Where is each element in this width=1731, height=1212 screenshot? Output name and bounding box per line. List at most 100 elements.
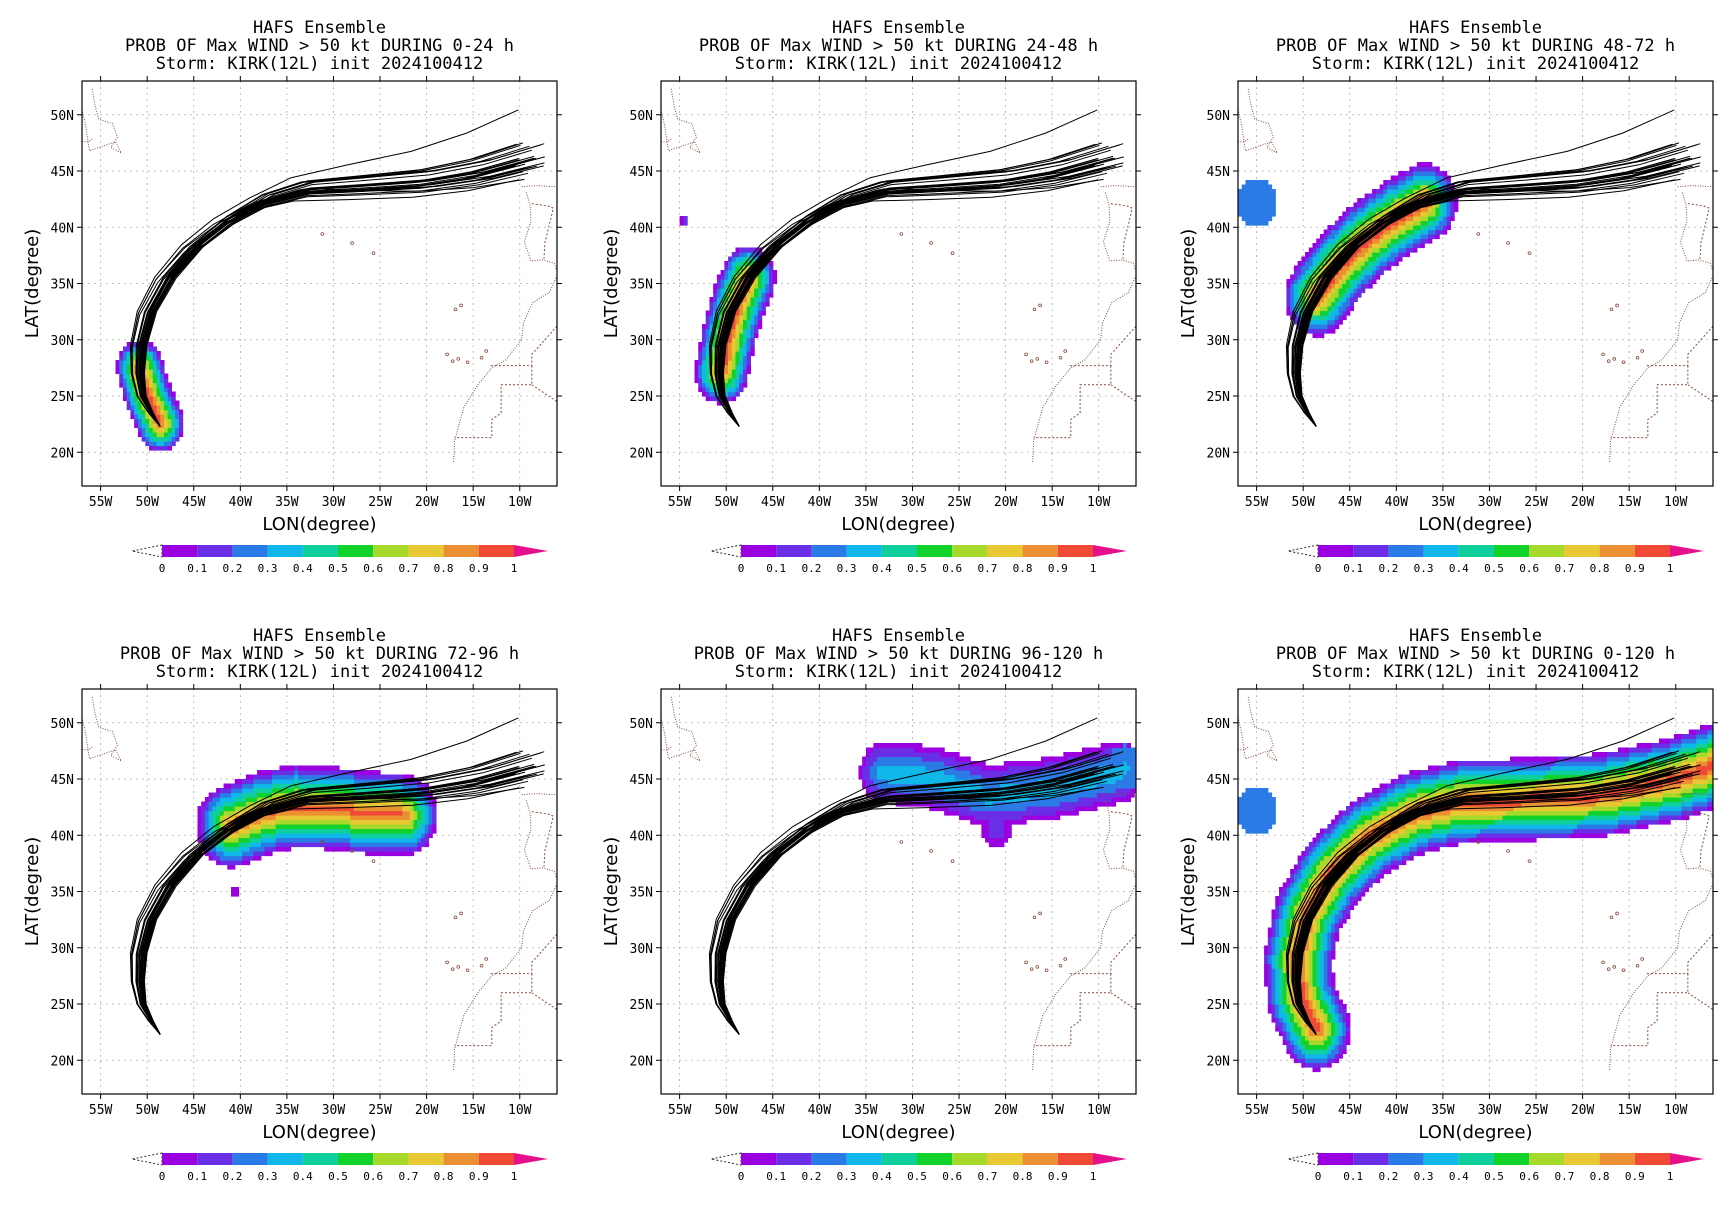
probability-cell xyxy=(227,851,232,857)
probability-cell xyxy=(253,779,258,785)
probability-cell xyxy=(728,270,733,276)
probability-cell xyxy=(242,788,247,794)
probability-cell xyxy=(231,801,236,807)
ensemble-track xyxy=(710,162,1124,427)
colorbar-under-arrow xyxy=(710,1152,742,1166)
y-tick-label: 30N xyxy=(630,942,653,957)
probability-cell xyxy=(1442,211,1448,217)
probability-cell xyxy=(724,355,729,361)
probability-cell xyxy=(1342,301,1347,307)
probability-cell xyxy=(992,774,997,780)
probability-cell xyxy=(765,283,770,289)
probability-cell xyxy=(1290,1022,1295,1028)
probability-cell xyxy=(918,774,923,780)
probability-cell xyxy=(977,770,982,776)
probability-cell xyxy=(1278,981,1284,987)
probability-cell xyxy=(713,297,718,303)
probability-cell xyxy=(701,351,707,357)
probability-cell xyxy=(301,824,307,830)
probability-cell xyxy=(873,747,878,753)
probability-cell xyxy=(387,819,392,825)
probability-cell xyxy=(1286,1035,1291,1041)
probability-cell xyxy=(272,833,277,839)
probability-cell xyxy=(1446,184,1451,190)
probability-cell xyxy=(1278,932,1284,938)
probability-cell xyxy=(268,770,273,776)
probability-cell xyxy=(1323,234,1329,240)
probability-cell xyxy=(899,765,904,771)
probability-cell xyxy=(1342,288,1347,294)
probability-cell xyxy=(394,828,400,834)
probability-cell xyxy=(1275,963,1280,969)
probability-cell xyxy=(1390,175,1396,181)
probability-cell xyxy=(1428,229,1433,235)
probability-cell xyxy=(376,842,381,848)
probability-cell xyxy=(865,770,871,776)
probability-cell xyxy=(873,756,878,762)
colorbar-segment xyxy=(162,545,198,557)
probability-cell xyxy=(1033,765,1038,771)
probability-cell xyxy=(873,770,878,776)
probability-cell xyxy=(1070,761,1076,767)
probability-cell xyxy=(1081,783,1087,789)
probability-cell xyxy=(750,301,755,307)
probability-cell xyxy=(156,387,161,393)
probability-cell xyxy=(249,792,254,798)
probability-cell xyxy=(163,432,169,438)
colorbar-tick-label: 0 xyxy=(159,562,166,575)
probability-cell xyxy=(728,256,733,262)
probability-cell xyxy=(1331,234,1336,240)
probability-cell xyxy=(413,837,418,843)
probability-cell xyxy=(413,819,418,825)
probability-cell xyxy=(1338,283,1343,289)
probability-cell xyxy=(126,378,132,384)
probability-cell xyxy=(1409,198,1414,204)
probability-cell xyxy=(996,842,1001,848)
probability-cell xyxy=(1085,765,1091,771)
probability-cell xyxy=(981,833,986,839)
probability-cell xyxy=(160,373,165,379)
probability-cell xyxy=(1026,815,1031,821)
probability-cell xyxy=(1338,319,1343,325)
probability-cell xyxy=(1424,184,1429,190)
probability-cell xyxy=(383,846,389,852)
probability-cell xyxy=(1044,774,1050,780)
probability-cell xyxy=(1037,806,1042,812)
probability-cell xyxy=(428,824,433,830)
probability-cell xyxy=(1420,162,1425,168)
probability-cell xyxy=(368,815,374,821)
probability-cell xyxy=(1334,297,1340,303)
probability-cell xyxy=(1271,990,1276,996)
probability-cell xyxy=(1256,801,1261,807)
probability-cell xyxy=(1346,207,1351,213)
probability-cell xyxy=(324,765,329,771)
probability-cell xyxy=(724,270,729,276)
probability-cell xyxy=(1312,261,1317,267)
probability-cell xyxy=(1301,301,1306,307)
probability-cell xyxy=(925,761,930,767)
probability-cell xyxy=(1130,774,1135,780)
probability-cell xyxy=(372,806,377,812)
probability-cell xyxy=(163,423,169,429)
probability-cell xyxy=(223,842,228,848)
probability-cell xyxy=(1122,747,1128,753)
probability-cell xyxy=(906,770,912,776)
probability-cell xyxy=(903,765,908,771)
probability-cell xyxy=(141,436,146,442)
probability-cell xyxy=(424,819,430,825)
probability-cell xyxy=(361,819,366,825)
country-border xyxy=(1110,203,1133,259)
colorbar-segment xyxy=(1318,545,1354,557)
probability-cell xyxy=(413,824,418,830)
probability-cell xyxy=(1424,220,1429,226)
probability-cell xyxy=(1041,806,1046,812)
probability-cell xyxy=(962,801,968,807)
probability-cell xyxy=(134,409,139,415)
probability-cell xyxy=(750,288,755,294)
probability-cell xyxy=(1349,211,1355,217)
probability-cell xyxy=(242,779,247,785)
probability-cell xyxy=(253,806,258,812)
probability-cell xyxy=(134,396,139,402)
plot-area xyxy=(661,689,1136,1094)
